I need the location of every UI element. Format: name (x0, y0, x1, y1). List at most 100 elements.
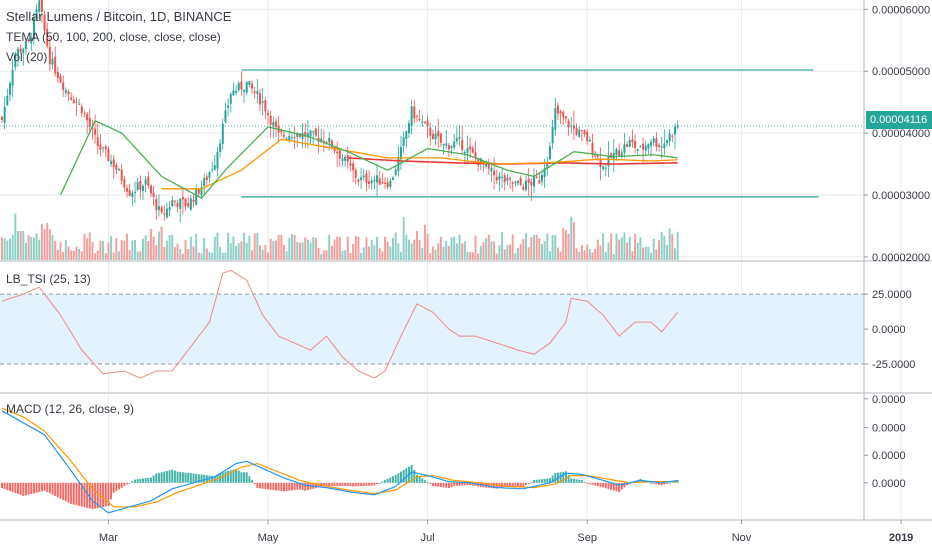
volume-bar (141, 238, 144, 260)
macd-histogram-bar (195, 473, 198, 483)
volume-bar (341, 250, 344, 260)
macd-histogram-bar (96, 482, 99, 509)
macd-histogram-bar (70, 482, 73, 504)
volume-bar (144, 235, 147, 260)
macd-histogram-bar (392, 476, 395, 483)
macd-histogram-bar (259, 482, 262, 489)
candle-body (442, 143, 445, 146)
volume-bar (165, 240, 168, 260)
volume-bar (580, 245, 583, 260)
macd-histogram-bar (131, 481, 134, 483)
macd-histogram-bar (535, 479, 538, 483)
candle-body (525, 180, 528, 190)
candle-body (445, 143, 448, 146)
volume-bar (407, 239, 410, 260)
candle-body (35, 9, 38, 19)
macd-histogram-bar (91, 482, 94, 510)
volume-bar (27, 235, 30, 260)
volume-bar (152, 236, 155, 260)
volume-bar (543, 240, 546, 260)
volume-bar (261, 249, 264, 260)
volume-bar (554, 235, 557, 260)
symbol-title[interactable]: Stellar Lumens / Bitcoin, 1D, BINANCE (6, 9, 232, 24)
macd-histogram-bar (333, 482, 336, 486)
volume-bar (394, 232, 397, 260)
macd-histogram-bar (543, 478, 546, 483)
volume-bar (224, 252, 227, 260)
macd-histogram-bar (495, 482, 498, 489)
volume-bar (615, 233, 618, 260)
candle-body (126, 188, 129, 192)
candle-body (107, 149, 110, 162)
candle-body (511, 182, 514, 184)
candle-body (429, 127, 432, 136)
candle-body (602, 166, 605, 170)
volume-bar (256, 232, 259, 260)
macd-histogram-bar (94, 482, 97, 509)
volume-bar (559, 251, 562, 260)
macd-histogram-bar (599, 482, 602, 487)
candle-body (221, 123, 224, 144)
volume-bar (197, 252, 200, 260)
macd-histogram-bar (415, 474, 418, 483)
macd-histogram-bar (200, 474, 203, 483)
tema-legend[interactable]: TEMA (50, 100, 200, close, close, close) (6, 30, 221, 44)
candle-body (179, 198, 182, 209)
macd-histogram-bar (296, 482, 299, 490)
macd-histogram-bar (652, 482, 655, 484)
volume-bar (397, 243, 400, 260)
candle-body (418, 118, 421, 120)
macd-histogram-bar (522, 482, 525, 487)
volume-bar (14, 213, 17, 260)
volume-legend[interactable]: Vol (20) (6, 50, 48, 64)
candle-body (251, 83, 254, 89)
macd-histogram-bar (176, 471, 179, 483)
candle-body (149, 185, 152, 194)
candle-body (471, 147, 474, 153)
candle-body (413, 106, 416, 119)
volume-bar (235, 246, 238, 260)
candle-body (586, 131, 589, 142)
volume-bar (562, 227, 565, 260)
macd-histogram-bar (19, 482, 22, 496)
tsi-legend[interactable]: LB_TSI (25, 13) (6, 272, 91, 286)
volume-bar (421, 248, 424, 260)
volume-bar (322, 250, 325, 260)
candle-body (240, 81, 243, 90)
candle-body (328, 137, 331, 143)
candle-body (668, 133, 671, 142)
macd-histogram-bar (394, 474, 397, 483)
candle-body (160, 207, 163, 213)
macd-histogram-bar (471, 482, 474, 486)
volume-bar (317, 248, 320, 260)
candle-body (312, 131, 315, 133)
volume-bar (189, 236, 192, 260)
candle-body (349, 163, 352, 167)
volume-bar (32, 237, 35, 260)
volume-bar (368, 246, 371, 260)
volume-bar (389, 246, 392, 260)
volume-bar (128, 250, 131, 260)
volume-bar (259, 245, 262, 260)
candle-body (362, 175, 365, 178)
macd-histogram-bar (402, 469, 405, 483)
macd-histogram-bar (458, 482, 461, 486)
candle-body (1, 116, 3, 121)
volume-bar (264, 244, 267, 260)
volume-bar (251, 250, 254, 260)
candle-body (477, 157, 480, 166)
volume-bar (666, 244, 668, 260)
macd-histogram-bar (118, 482, 121, 490)
candle-body (139, 180, 142, 190)
candle-body (184, 198, 187, 206)
candle-body (628, 140, 631, 148)
volume-bar (274, 240, 277, 260)
volume-bar (280, 234, 283, 260)
macd-histogram-bar (62, 482, 65, 500)
volume-bar (16, 230, 19, 260)
volume-bar (134, 239, 136, 260)
macd-legend[interactable]: MACD (12, 26, close, 9) (6, 402, 135, 416)
volume-bar (618, 239, 621, 260)
macd-histogram-bar (67, 482, 70, 503)
